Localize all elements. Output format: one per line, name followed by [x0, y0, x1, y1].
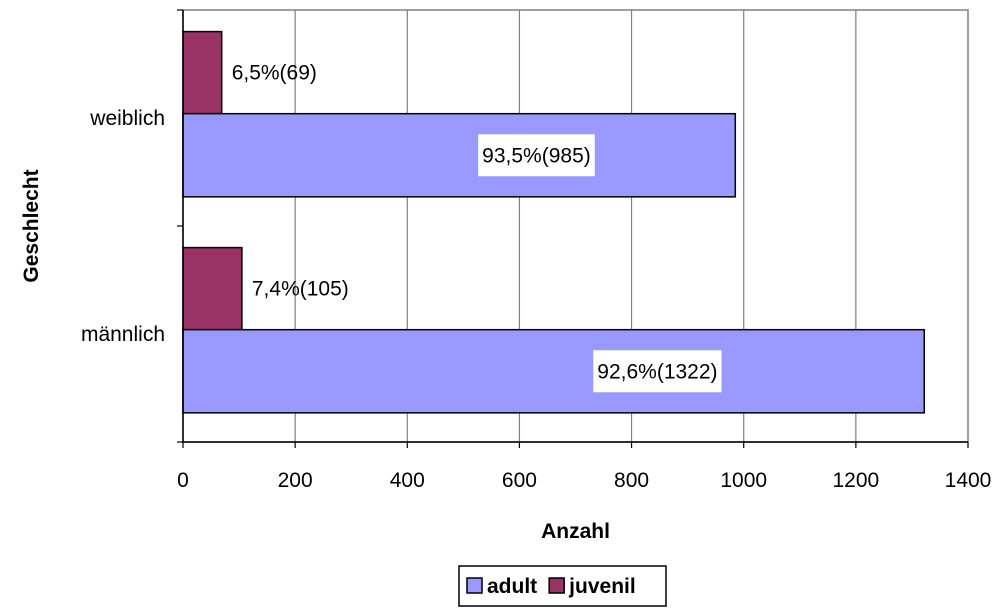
- bar-adult: [182, 112, 737, 198]
- bar-juvenil: [182, 246, 243, 331]
- y-axis-title: Geschlecht: [20, 169, 43, 282]
- data-label-adult: 93,5%(985): [482, 144, 591, 167]
- x-tick-label: 1000: [720, 469, 767, 492]
- x-tick-label: 0: [177, 469, 189, 492]
- data-label-juvenil: 6,5%(69): [232, 62, 317, 85]
- data-labels: 7,4%(105) 92,6%(1322) 6,5%(69) 93,5%(985): [232, 62, 722, 393]
- y-category-label: weiblich: [89, 107, 165, 130]
- data-label-box: [478, 134, 595, 177]
- legend-swatch: [548, 577, 565, 594]
- legend: adult juvenil: [458, 565, 667, 607]
- x-tick-label: 600: [502, 469, 537, 492]
- x-tick-label: 200: [278, 469, 313, 492]
- legend-swatch: [466, 577, 483, 594]
- x-tick-label: 1200: [832, 469, 879, 492]
- bar-juvenil: [182, 30, 223, 115]
- bars: [182, 30, 926, 414]
- axes: 0 200 400 600 800 1000 1200 1400 männlich weiblic…: [81, 9, 992, 492]
- data-label-box: [593, 350, 722, 393]
- legend-label: juvenil: [568, 575, 636, 598]
- x-tick-label: 800: [614, 469, 649, 492]
- legend-label: adult: [487, 575, 537, 598]
- x-tick-label: 400: [390, 469, 425, 492]
- bar-adult: [182, 328, 926, 414]
- data-label-juvenil: 7,4%(105): [252, 278, 349, 301]
- data-label-adult: 92,6%(1322): [597, 360, 717, 383]
- x-tick-label: 1400: [945, 469, 992, 492]
- x-axis-title: Anzahl: [541, 520, 610, 543]
- y-category-label: männlich: [81, 323, 165, 346]
